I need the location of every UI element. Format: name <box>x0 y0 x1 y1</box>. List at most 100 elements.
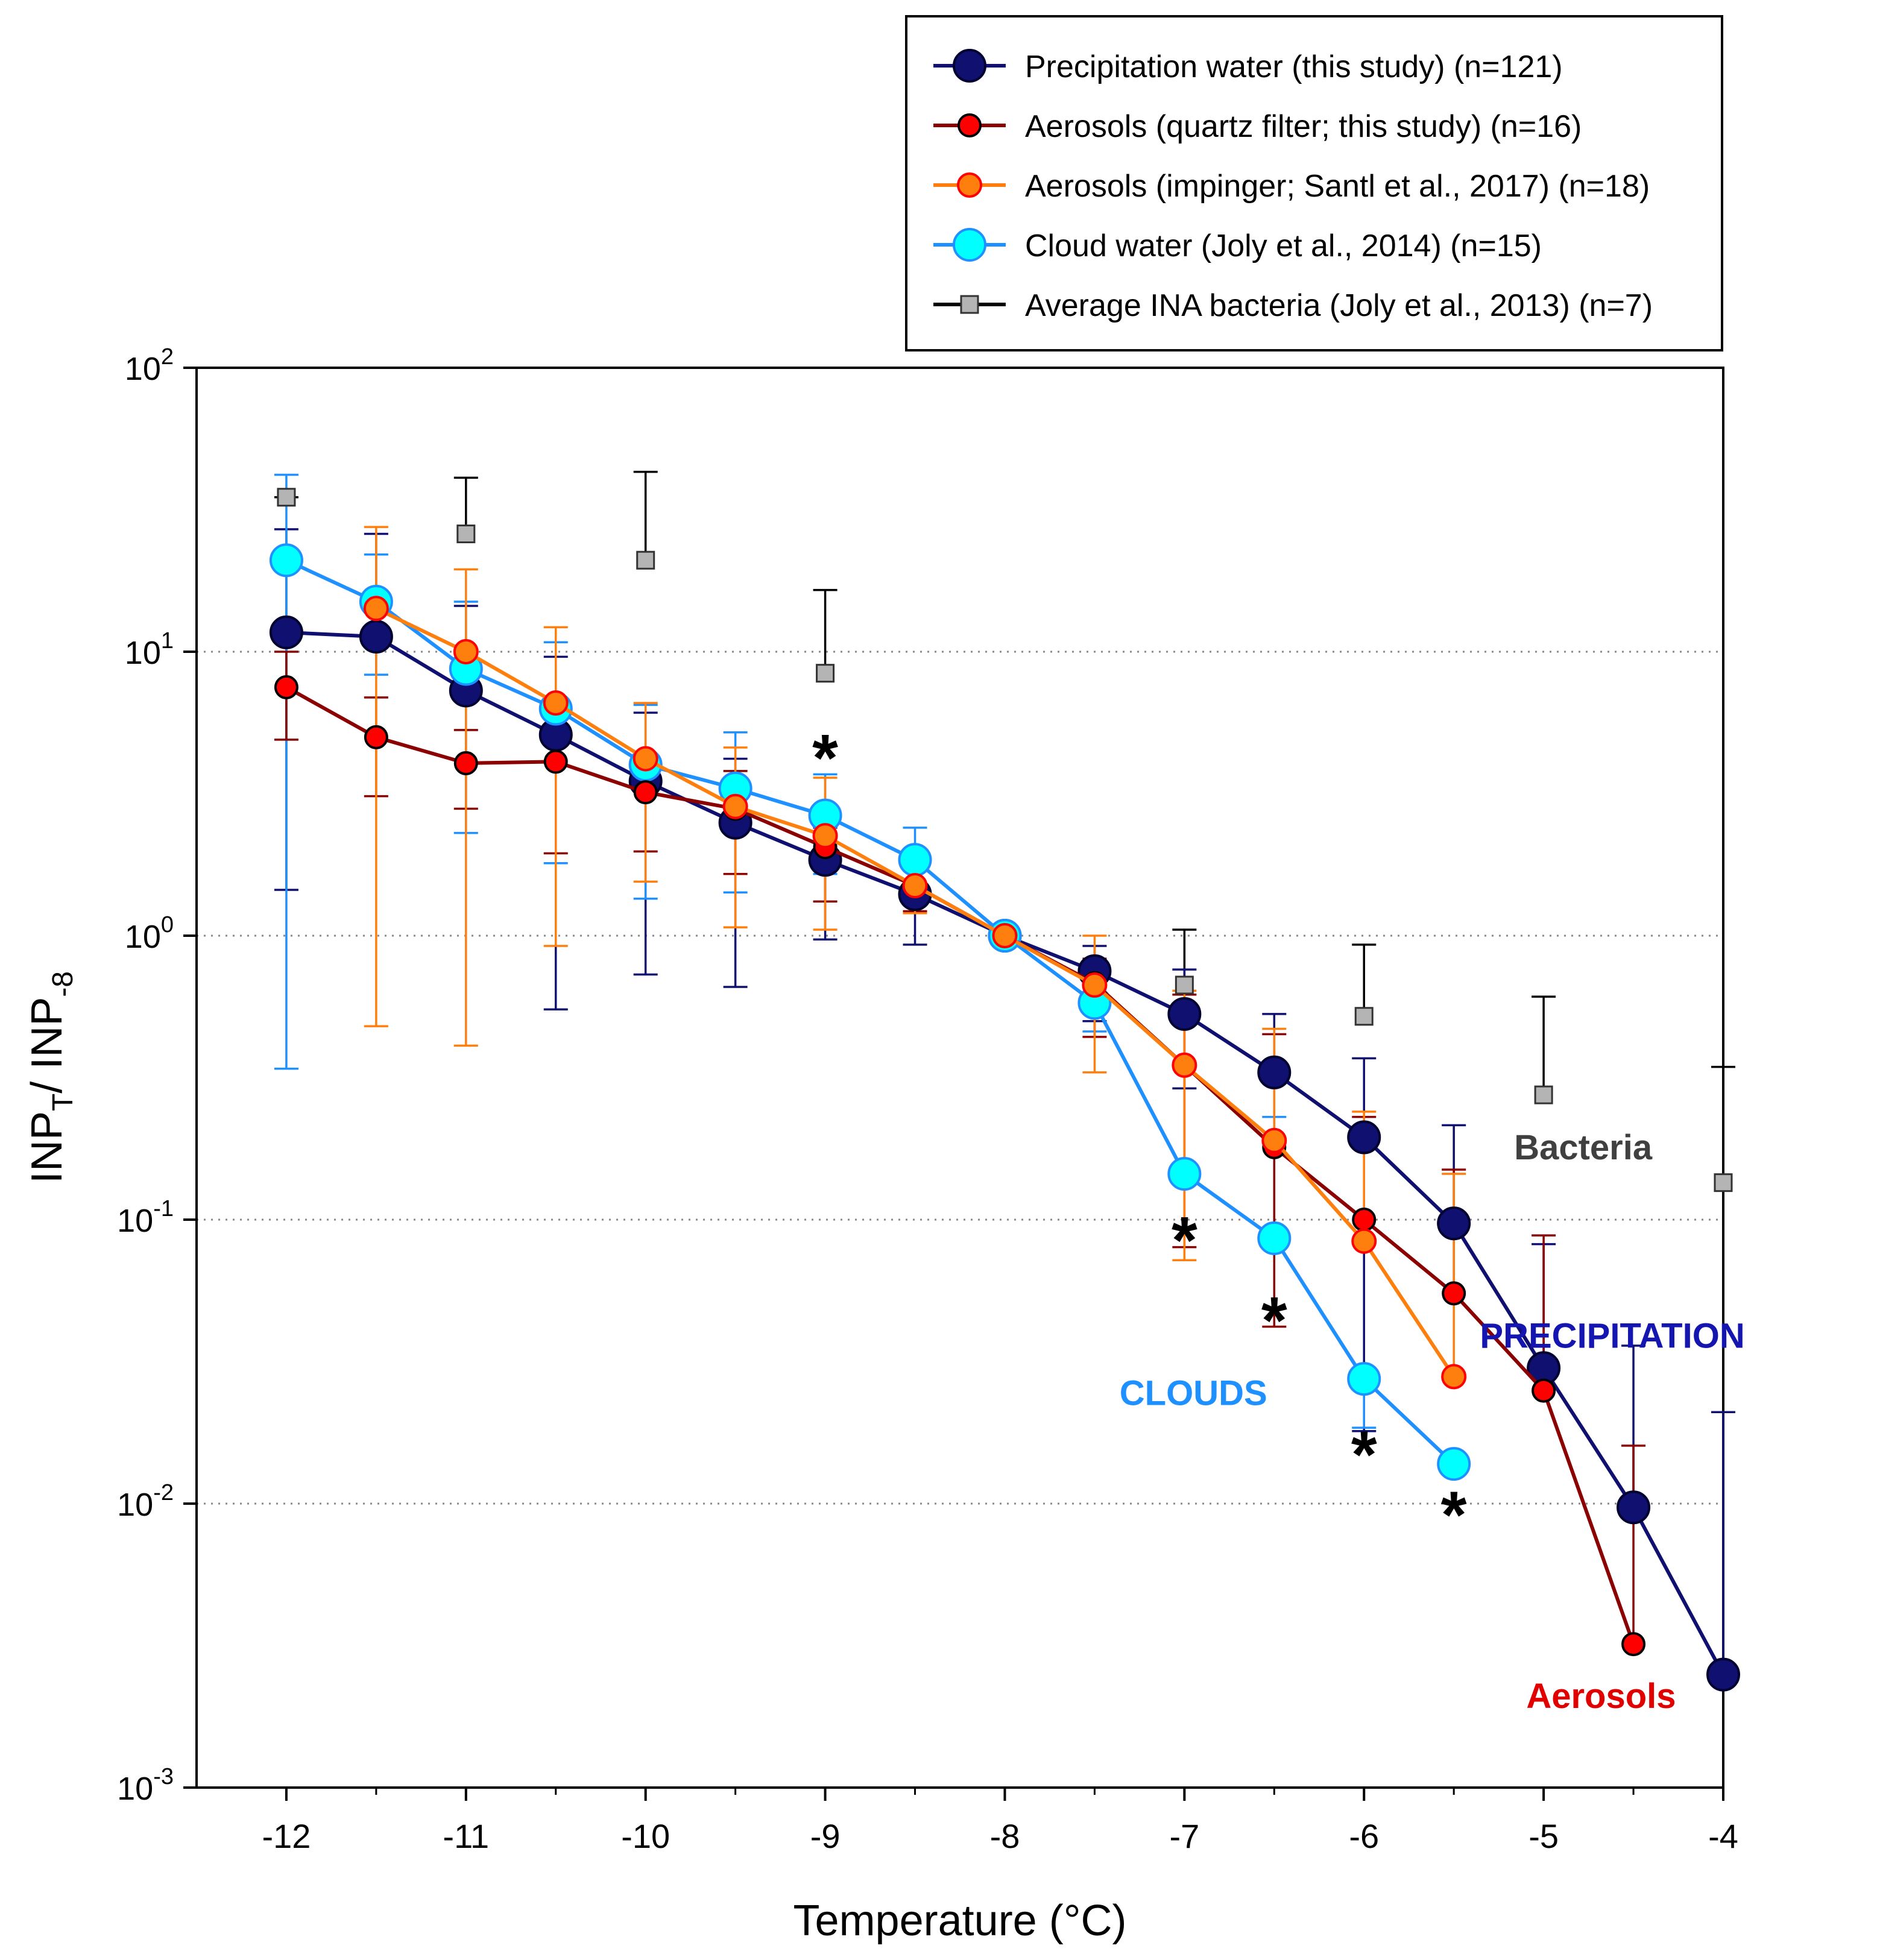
legend-item: Cloud water (Joly et al., 2014) (n=15) <box>933 228 1542 263</box>
data-point <box>1442 1281 1466 1306</box>
data-point <box>543 749 568 774</box>
data-point <box>1261 1127 1287 1153</box>
annotations: * * * * * Bacteria PRECIPITATION CLOUDS Aerosols <box>812 721 1745 1716</box>
legend-label: Aerosols (impinger; Santl et al., 2017) … <box>1025 169 1650 204</box>
legend: Precipitation water (this study) (n=121)… <box>905 15 1723 351</box>
x-tick-label: -11 <box>443 1817 489 1855</box>
legend-label: Precipitation water (this study) (n=121) <box>1025 49 1563 84</box>
legend-marker <box>953 228 986 262</box>
x-tick-label: -9 <box>810 1817 841 1855</box>
annotation-bacteria: Bacteria <box>1514 1128 1653 1167</box>
x-tick-label: -12 <box>262 1817 311 1855</box>
x-axis-label: Temperature (°C) <box>793 1897 1127 1945</box>
annotation-aerosols: Aerosols <box>1526 1677 1676 1716</box>
data-point <box>269 543 303 578</box>
y-tick-label: 10-2 <box>117 1480 174 1523</box>
data-point <box>453 639 479 664</box>
data-point <box>1082 972 1108 998</box>
data-point <box>812 823 838 849</box>
data-point <box>1437 1447 1471 1481</box>
legend-marker <box>957 113 982 137</box>
legend-item: Average INA bacteria (Joly et al., 2013)… <box>933 288 1653 323</box>
data-point <box>898 843 932 877</box>
x-tick-label: -5 <box>1528 1817 1559 1855</box>
x-tick-label: -8 <box>990 1817 1020 1855</box>
data-point <box>1354 1007 1374 1026</box>
data-point <box>453 751 478 775</box>
legend-label: Aerosols (quartz filter; this study) (n=… <box>1025 109 1582 144</box>
data-point <box>1347 1120 1381 1155</box>
data-point <box>456 525 476 544</box>
data-point <box>1706 1657 1740 1692</box>
series-3 <box>269 543 1471 1481</box>
data-point <box>633 780 658 805</box>
legend-item: Precipitation water (this study) (n=121) <box>933 49 1563 84</box>
x-tick-label: -7 <box>1169 1817 1199 1855</box>
data-point <box>1167 997 1202 1031</box>
data-point <box>992 923 1018 948</box>
x-tick-label: -4 <box>1708 1817 1738 1855</box>
series-4 <box>277 488 1733 1193</box>
legend-item: Aerosols (impinger; Santl et al., 2017) … <box>933 169 1650 204</box>
data-point <box>1437 1206 1471 1241</box>
annotation-precipitation: PRECIPITATION <box>1480 1317 1744 1356</box>
legend-label: Cloud water (Joly et al., 2014) (n=15) <box>1025 228 1542 263</box>
axes: -12 -11 -10 -9 -8 -7 -6 -5 -4 102 101 100 10-1 10-2 10… <box>117 344 1738 1855</box>
gridlines <box>197 651 1723 1505</box>
x-tick-label: -10 <box>621 1817 670 1855</box>
data-point <box>364 725 388 749</box>
data-point <box>1351 1228 1377 1254</box>
data-point <box>1352 1208 1377 1232</box>
data-point <box>274 675 298 699</box>
data-point <box>1714 1173 1733 1193</box>
data-point <box>1172 1052 1197 1078</box>
data-point <box>1534 1085 1553 1104</box>
legend-box <box>905 15 1723 351</box>
legend-marker <box>953 49 986 83</box>
data-point <box>1532 1378 1556 1403</box>
data-point <box>1257 1055 1292 1089</box>
data-point <box>722 793 748 819</box>
data-point <box>1441 1364 1467 1390</box>
data-point <box>816 664 835 683</box>
y-axis-label-separator: / INP <box>23 997 71 1094</box>
significance-asterisk: * <box>812 721 838 795</box>
significance-asterisk: * <box>1441 1478 1467 1552</box>
significance-asterisk: * <box>1261 1284 1287 1358</box>
significance-asterisk: * <box>1351 1417 1377 1492</box>
series-layer <box>269 470 1740 1692</box>
legend-label: Average INA bacteria (Joly et al., 2013)… <box>1025 288 1653 323</box>
data-point <box>1347 1362 1381 1396</box>
data-point <box>636 550 655 570</box>
data-point <box>633 746 658 772</box>
data-point <box>1175 975 1194 995</box>
data-point <box>1621 1632 1646 1657</box>
y-tick-label: 10-3 <box>117 1764 174 1807</box>
y-axis-label-subscript-t: T <box>47 1094 79 1111</box>
x-tick-label: -6 <box>1349 1817 1379 1855</box>
series-2 <box>363 596 1467 1390</box>
y-tick-label: 10-1 <box>117 1196 174 1239</box>
data-point <box>269 615 303 649</box>
svg-text:INPT/ INP-8: INPT/ INP-8 <box>23 971 79 1183</box>
data-point <box>277 488 296 507</box>
data-point <box>543 690 569 716</box>
y-axis-label-subscript-8: -8 <box>47 971 79 997</box>
significance-asterisk: * <box>1172 1203 1197 1278</box>
y-axis-label: INPT/ INP-8 <box>23 971 79 1183</box>
legend-marker <box>960 295 979 314</box>
data-point <box>1617 1490 1651 1525</box>
data-point <box>359 620 393 654</box>
y-axis-label-main: INP <box>23 1111 71 1183</box>
legend-marker <box>957 172 982 198</box>
annotation-clouds: CLOUDS <box>1120 1374 1267 1413</box>
y-tick-label: 101 <box>125 628 174 671</box>
data-point <box>1257 1221 1292 1255</box>
y-tick-label: 100 <box>125 912 174 955</box>
y-tick-label: 102 <box>125 344 174 387</box>
data-point <box>363 596 389 622</box>
data-point <box>902 873 928 899</box>
data-point <box>1167 1156 1202 1191</box>
legend-item: Aerosols (quartz filter; this study) (n=… <box>933 109 1582 144</box>
